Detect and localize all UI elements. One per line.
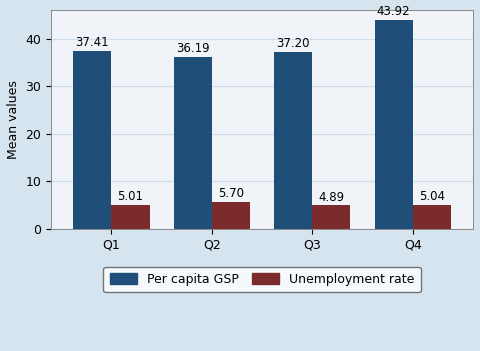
Text: 43.92: 43.92 <box>377 5 410 18</box>
Bar <box>212 201 250 229</box>
Bar <box>274 52 312 229</box>
Bar <box>174 57 212 229</box>
Text: 4.89: 4.89 <box>318 191 345 204</box>
Text: 5.04: 5.04 <box>419 190 445 203</box>
Bar <box>73 51 111 229</box>
Y-axis label: Mean values: Mean values <box>7 80 20 159</box>
Bar <box>312 205 350 229</box>
Bar <box>413 205 451 229</box>
Text: 5.01: 5.01 <box>118 190 144 203</box>
Legend: Per capita GSP, Unemployment rate: Per capita GSP, Unemployment rate <box>104 267 420 292</box>
Text: 36.19: 36.19 <box>176 42 210 55</box>
Bar <box>111 205 150 229</box>
Text: 37.20: 37.20 <box>276 37 310 50</box>
Text: 5.70: 5.70 <box>218 187 244 200</box>
Text: 37.41: 37.41 <box>75 36 109 49</box>
Bar <box>374 20 413 229</box>
